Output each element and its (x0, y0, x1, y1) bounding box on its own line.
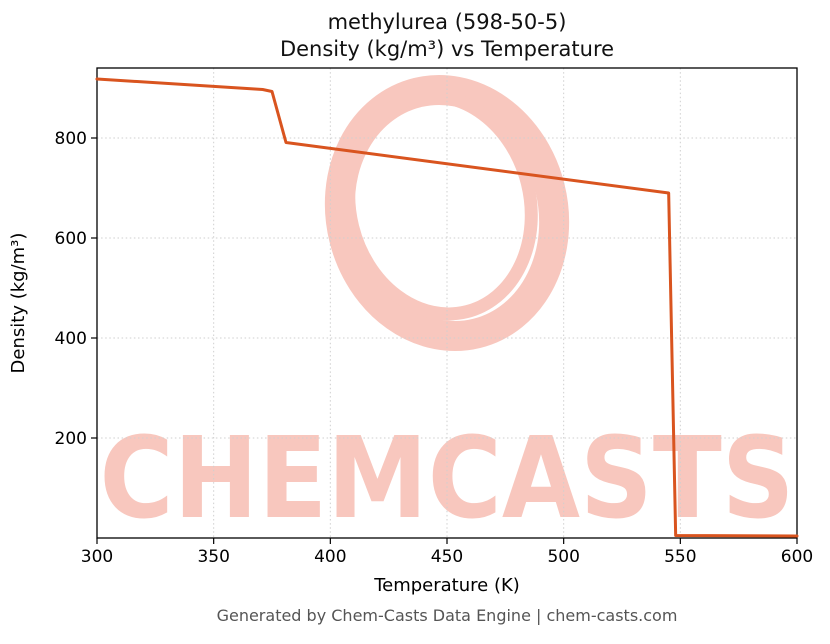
x-tick-label: 300 (81, 547, 113, 567)
watermark-ring (324, 74, 570, 352)
x-tick-label: 450 (431, 547, 463, 567)
y-tick-label: 400 (55, 329, 87, 349)
x-tick-label: 500 (547, 547, 579, 567)
watermark-ring-inner (342, 89, 538, 321)
chart-subtitle: Density (kg/m³) vs Temperature (279, 37, 615, 61)
x-tick-label: 350 (197, 547, 229, 567)
density-line (95, 77, 799, 538)
y-tick-label: 800 (55, 129, 87, 149)
chart-title: methylurea (598-50-5) (327, 10, 567, 34)
footer-attribution: Generated by Chem-Casts Data Engine | ch… (216, 606, 678, 625)
tick-marks (91, 137, 798, 544)
y-tick-label: 200 (55, 429, 87, 449)
x-tick-label: 550 (664, 547, 696, 567)
x-tick-label: 600 (781, 547, 813, 567)
chart-titles: methylurea (598-50-5) Density (kg/m³) vs… (97, 9, 797, 63)
x-axis-label: Temperature (K) (373, 575, 520, 596)
y-axis-label: Density (kg/m³) (8, 233, 29, 374)
y-tick-label: 600 (55, 229, 87, 249)
x-tick-label: 400 (314, 547, 346, 567)
tick-labels: 300 350 400 450 500 550 600 200 400 600 800 (55, 129, 814, 567)
